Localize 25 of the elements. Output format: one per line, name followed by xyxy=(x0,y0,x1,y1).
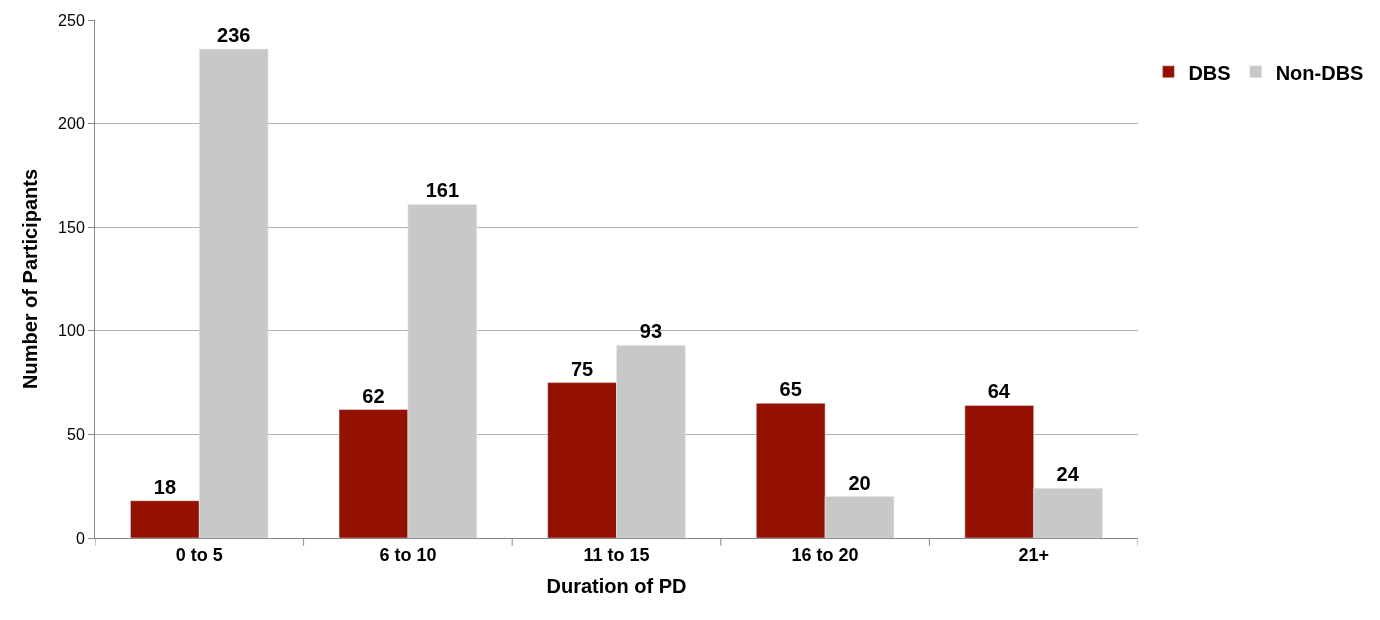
x-tick-label: 0 to 5 xyxy=(175,544,223,565)
data-label: 75 xyxy=(570,357,594,380)
y-axis-title: Number of Participants xyxy=(18,168,41,390)
y-tick-label: 0 xyxy=(75,529,85,547)
data-label: 24 xyxy=(1056,463,1080,486)
y-tick-label: 100 xyxy=(58,322,85,340)
data-label: 18 xyxy=(153,475,177,498)
data-label: 62 xyxy=(362,384,385,407)
data-label: 93 xyxy=(639,320,663,343)
y-tick-label: 250 xyxy=(58,11,85,29)
x-tick-label: 16 to 20 xyxy=(791,544,859,565)
y-tick-label: 200 xyxy=(58,115,85,133)
legend-label: DBS xyxy=(1188,61,1231,84)
y-tick-label: 150 xyxy=(58,218,85,236)
x-tick-label: 6 to 10 xyxy=(379,544,437,565)
data-label: 64 xyxy=(987,380,1011,403)
data-label: 236 xyxy=(217,24,251,47)
x-axis-title: Duration of PD xyxy=(546,575,687,598)
y-tick-label: 50 xyxy=(67,426,85,443)
legend-label: Non-DBS xyxy=(1275,61,1364,84)
data-label: 161 xyxy=(425,179,460,202)
x-tick-label: 11 to 15 xyxy=(583,544,650,565)
data-label: 20 xyxy=(848,471,871,494)
x-tick-label: 21+ xyxy=(1018,544,1049,565)
data-label: 65 xyxy=(779,378,802,401)
